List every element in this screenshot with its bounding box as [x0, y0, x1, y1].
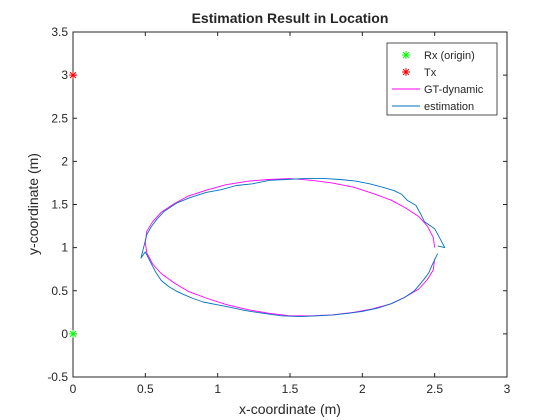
x-tick-label: 2.5: [426, 382, 443, 396]
y-tick-label: 3.5: [51, 25, 68, 39]
y-axis-label: y-coordinate (m): [25, 153, 41, 255]
legend-swatch-rx-origin: [402, 51, 410, 59]
y-tick-label: 3: [61, 68, 68, 82]
legend-swatch-tx: [402, 68, 410, 76]
x-tick-label: 0.5: [137, 382, 154, 396]
x-tick-label: 0: [70, 382, 77, 396]
y-tick-label: 0: [61, 327, 68, 341]
legend-label-estimation: estimation: [424, 101, 474, 113]
legend-label-rx-origin: Rx (origin): [424, 50, 475, 62]
y-tick-label: 2.5: [51, 111, 68, 125]
estimation-series-line: [140, 178, 446, 318]
y-tick-label: 2: [61, 154, 68, 168]
series-layer: [69, 71, 446, 338]
rx-origin-marker: [69, 329, 77, 338]
tx-marker: [69, 71, 77, 80]
y-tick-label: -0.5: [47, 370, 68, 384]
legend: Rx (origin) Tx GT-dynamic estimation: [386, 42, 498, 116]
x-tick-label: 2: [359, 382, 366, 396]
legend-label-gt-dynamic: GT-dynamic: [424, 84, 484, 96]
y-tick-label: 1: [61, 241, 68, 255]
x-axis-label: x-coordinate (m): [239, 401, 341, 417]
y-axis-ticks: -0.5 0 0.5 1 1.5 2 2.5 3 3.5: [47, 25, 507, 384]
chart-title: Estimation Result in Location: [192, 10, 389, 26]
y-tick-label: 1.5: [51, 198, 68, 212]
x-tick-label: 1: [214, 382, 221, 396]
x-tick-label: 1.5: [282, 382, 299, 396]
x-tick-label: 3: [504, 382, 511, 396]
y-tick-label: 0.5: [51, 284, 68, 298]
x-axis-ticks: 0 0.5 1 1.5 2 2.5 3: [70, 32, 511, 396]
legend-label-tx: Tx: [424, 67, 437, 79]
